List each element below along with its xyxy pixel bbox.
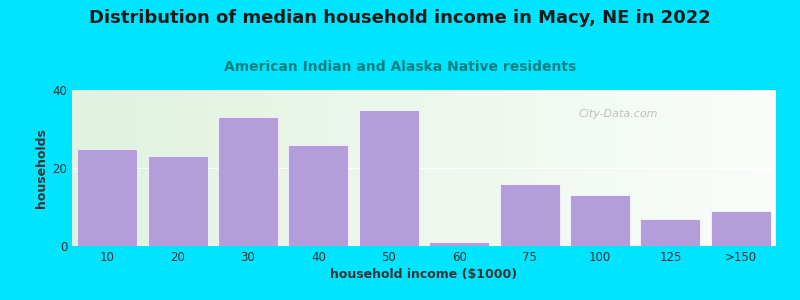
Text: Distribution of median household income in Macy, NE in 2022: Distribution of median household income … — [89, 9, 711, 27]
Bar — [289, 145, 348, 246]
Text: City-Data.com: City-Data.com — [579, 109, 658, 119]
Bar — [218, 117, 278, 246]
Bar — [641, 219, 700, 246]
Bar — [570, 195, 630, 246]
Bar — [359, 110, 418, 246]
Y-axis label: households: households — [35, 128, 48, 208]
Bar — [430, 242, 489, 246]
Bar — [711, 211, 770, 246]
Bar — [500, 184, 559, 246]
Text: American Indian and Alaska Native residents: American Indian and Alaska Native reside… — [224, 60, 576, 74]
X-axis label: household income ($1000): household income ($1000) — [330, 268, 518, 281]
Bar — [78, 148, 137, 246]
Bar — [148, 156, 207, 246]
